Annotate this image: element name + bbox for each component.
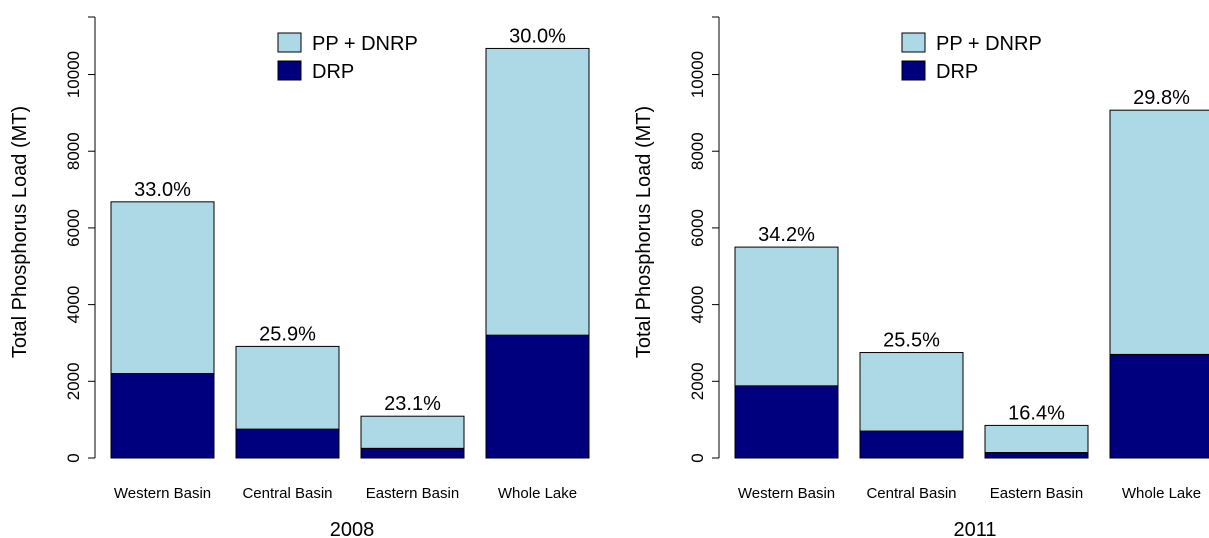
legend-swatch <box>901 60 926 81</box>
x-category-label: Whole Lake <box>498 485 577 502</box>
x-category-label: Central Basin <box>866 485 956 502</box>
bar-pp-dnrp <box>360 415 465 449</box>
chart-panel-2011: 0 2000 4000 6000 8000 10000 Total Phosphorus L… <box>633 16 1209 538</box>
bar-percent-label: 16.4% <box>1008 402 1065 424</box>
bar-pp-dnrp <box>984 424 1089 454</box>
y-tick-label: 2000 <box>64 362 83 400</box>
bar-percent-label: 29.8% <box>1133 87 1190 109</box>
bar-percent-label: 34.2% <box>758 224 815 246</box>
x-axis-label: 2011 <box>953 519 996 538</box>
y-axis-label: Total Phosphorus Load (MT) <box>9 106 31 358</box>
bar-drp <box>859 430 964 459</box>
y-tick-label: 0 <box>688 453 707 462</box>
bar-pp-dnrp <box>235 345 340 430</box>
bar-pp-dnrp <box>859 352 964 432</box>
bar-pp-dnrp <box>485 47 590 336</box>
y-tick-label: 4000 <box>688 286 707 324</box>
x-category-label: Eastern Basin <box>990 485 1083 502</box>
bar-percent-label: 25.9% <box>259 323 316 345</box>
legend-swatch <box>901 32 926 53</box>
x-category-label: Western Basin <box>114 485 211 502</box>
chart-panel-2008: 0 2000 4000 6000 8000 10000 Total Phosphorus L… <box>9 16 590 538</box>
y-tick-label: 10000 <box>64 51 83 98</box>
y-tick-label: 0 <box>64 453 83 462</box>
bar-drp <box>110 373 215 459</box>
bar-percent-label: 30.0% <box>509 25 566 47</box>
bar-pp-dnrp <box>110 201 215 375</box>
y-tick-label: 8000 <box>688 132 707 170</box>
bar-drp <box>1109 353 1209 459</box>
y-tick-label: 2000 <box>688 362 707 400</box>
legend-entry: DRP <box>312 61 354 83</box>
y-axis-label: Total Phosphorus Load (MT) <box>633 106 655 358</box>
bar-drp <box>984 452 1089 459</box>
y-tick-label: 8000 <box>64 132 83 170</box>
bar-percent-label: 33.0% <box>134 179 191 201</box>
legend-entry: PP + DNRP <box>936 33 1042 55</box>
bar-drp <box>485 334 590 459</box>
y-tick-label: 4000 <box>64 286 83 324</box>
x-category-label: Western Basin <box>738 485 835 502</box>
legend-swatch <box>277 32 302 53</box>
bar-pp-dnrp <box>734 246 839 387</box>
x-category-label: Eastern Basin <box>366 485 459 502</box>
legend-entry: DRP <box>936 61 978 83</box>
bar-drp <box>360 447 465 459</box>
legend-entry: PP + DNRP <box>312 33 418 55</box>
x-category-label: Whole Lake <box>1122 485 1201 502</box>
y-tick-label: 6000 <box>688 209 707 247</box>
y-tick-label: 6000 <box>64 209 83 247</box>
legend-swatch <box>277 60 302 81</box>
x-axis-label: 2008 <box>330 519 375 538</box>
y-tick-label: 10000 <box>688 51 707 98</box>
x-category-label: Central Basin <box>242 485 332 502</box>
bar-drp <box>235 428 340 459</box>
bar-pp-dnrp <box>1109 109 1209 355</box>
bar-drp <box>734 385 839 459</box>
bar-percent-label: 23.1% <box>384 393 441 415</box>
bar-percent-label: 25.5% <box>883 330 940 352</box>
